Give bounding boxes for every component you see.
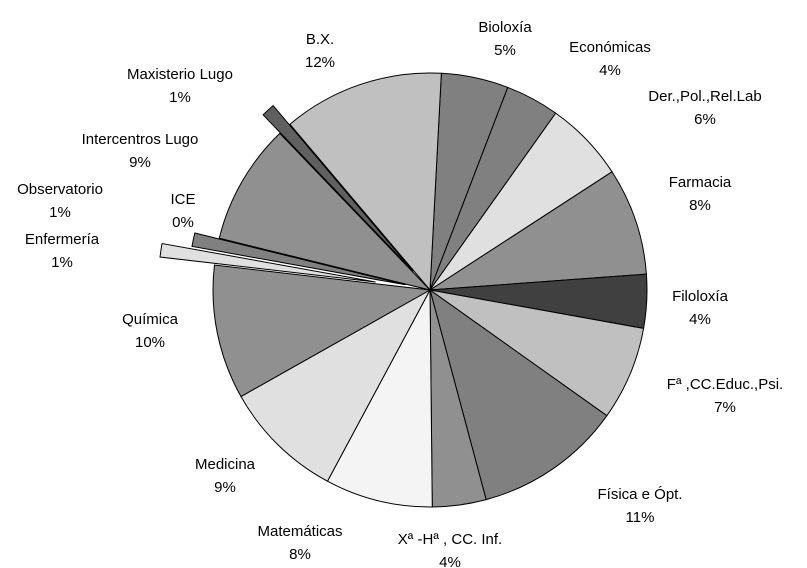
pie-slice [289,72,442,292]
slice-label: Física e Ópt. [597,486,682,503]
slice-value-label: 5% [494,42,516,59]
pie-slice [262,104,414,272]
slice-value-label: 4% [599,62,621,79]
slice-label: Filoloxía [672,288,729,305]
slice-label: Xª -Hª , CC. Inf. [398,531,502,548]
slice-value-label: 6% [694,111,716,128]
slice-label: Maxisterio Lugo [127,66,233,83]
slice-value-label: 10% [135,334,165,351]
pie-slice [212,264,432,398]
slice-value-label: 7% [714,399,736,416]
pie-slice [191,232,406,286]
slice-label: Económicas [569,39,651,56]
slice-value-label: 1% [49,204,71,221]
slice-label: B.X. [306,31,334,48]
slice-label: Enfermería [25,231,100,248]
slice-value-label: 8% [689,197,711,214]
slice-label: Matemáticas [257,523,342,540]
pie-slice [159,242,376,283]
slice-value-label: 1% [169,89,191,106]
pie-slice [240,288,432,482]
slice-value-label: 0% [172,214,194,231]
slice-value-label: 8% [289,546,311,563]
pie-slice [326,289,433,508]
slice-label: Farmacia [669,174,732,191]
slice-value-label: 4% [689,311,711,328]
slice-label: Medicina [195,456,256,473]
slice-label: Der.,Pol.,Rel.Lab [648,88,761,105]
slice-label: Observatorio [17,181,103,198]
slice-value-label: 11% [626,509,655,526]
slice-label: Bioloxía [478,19,532,36]
slice-value-label: 9% [129,154,151,171]
pie-slice [429,171,647,291]
slice-label: ICE [170,191,195,208]
slice-label: Intercentros Lugo [82,131,199,148]
slice-value-label: 12% [305,54,335,71]
slice-label: Fª ,CC.Educ.,Psi. [667,376,783,393]
slice-label: Química [122,311,179,328]
slice-value-label: 9% [214,479,236,496]
pie-slice [429,288,608,501]
slice-value-label: 4% [439,554,461,568]
slice-value-label: 1% [51,254,73,271]
pie-slice [218,132,432,291]
